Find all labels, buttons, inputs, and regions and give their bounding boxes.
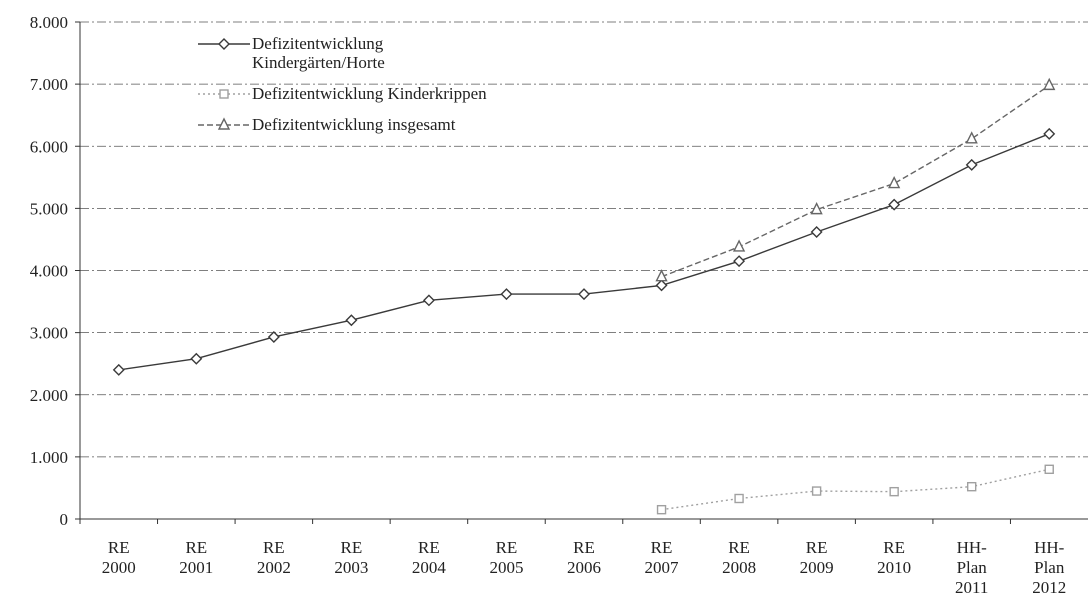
y-tick-label: 7.000 [30,75,68,94]
x-tick-line: 2006 [567,558,601,577]
legend-swatch [198,38,250,50]
x-tick-label: RE 2005 [489,538,523,577]
x-tick-line: 2003 [334,558,368,577]
marker [1043,127,1056,140]
marker [810,225,823,238]
x-tick-line: Plan [957,558,988,577]
marker [888,175,901,189]
x-tick-line: 2004 [412,558,447,577]
marker [219,89,229,99]
x-tick-label: RE 2004 [412,538,447,577]
marker [810,202,823,215]
line [661,468,1050,511]
x-tick-line: HH- [1034,538,1065,557]
x-tick-line: RE [418,538,440,557]
x-tick-label: RE 2008 [722,538,756,577]
marker [1043,77,1056,91]
marker [655,269,668,282]
marker [811,486,822,496]
x-tick-label: RE 2007 [645,538,680,577]
marker [218,38,230,50]
x-tick-line: 2005 [489,558,523,577]
x-tick-label: RE 2000 [102,538,136,577]
x-tick-line: RE [185,538,207,557]
x-tick-label: RE 2006 [567,538,601,577]
marker [732,239,746,252]
x-tick-line: 2000 [102,558,136,577]
marker [889,486,899,497]
x-tick-line: RE [651,538,673,557]
legend-item: Defizitentwicklung Kindergärten/Horte [196,34,507,72]
marker [190,352,203,365]
legend-swatch [198,117,250,130]
x-tick-line: 2002 [257,558,291,577]
legend-label: Defizitentwicklung Kinderkrippen [252,84,487,103]
x-tick-label: RE 2001 [179,538,213,577]
x-tick-line: 2011 [955,578,988,597]
x-tick-line: 2009 [800,558,834,577]
marker [1044,464,1054,474]
marker [965,131,978,144]
legend: Defizitentwicklung Kindergärten/Horte Def… [196,34,507,146]
marker [345,314,358,327]
legend-label: Defizitentwicklung insgesamt [252,115,456,134]
marker [217,117,231,130]
x-tick-line: 2012 [1032,578,1066,597]
y-tick-label: 6.000 [30,137,68,156]
marker [966,481,977,492]
y-tick-label: 3.000 [30,324,68,343]
marker [734,493,744,504]
x-tick-line: RE [108,538,130,557]
marker [422,294,435,307]
marker [888,198,901,211]
marker [965,158,978,171]
x-tick-line: RE [496,538,518,557]
legend-item: Defizitentwicklung Kinderkrippen [196,84,507,103]
legend-swatch [198,89,250,99]
marker [655,279,668,292]
y-tick-label: 0 [60,510,69,529]
y-tick-label: 5.000 [30,199,68,218]
y-tick-label: 2.000 [30,386,68,405]
x-tick-line: 2001 [179,558,213,577]
x-tick-line: 2008 [722,558,756,577]
legend-item: Defizitentwicklung insgesamt [196,115,507,134]
marker [656,504,667,515]
y-tick-label: 8.000 [30,13,68,32]
x-tick-label: RE 2010 [877,538,911,577]
x-tick-line: RE [883,538,905,557]
y-tick-label: 1.000 [30,448,68,467]
x-tick-line: RE [341,538,363,557]
x-tick-label: HH-Plan 2012 [1032,538,1066,597]
x-tick-line: RE [263,538,285,557]
x-tick-line: 2010 [877,558,911,577]
y-tick-label: 4.000 [30,262,68,281]
x-tick-line: RE [728,538,750,557]
x-tick-line: Plan [1034,558,1065,577]
x-tick-label: RE 2002 [257,538,291,577]
marker [733,255,746,268]
x-tick-line: RE [806,538,828,557]
x-tick-label: RE 2009 [800,538,834,577]
marker [267,330,280,343]
x-tick-label: RE 2003 [334,538,368,577]
x-tick-line: 2007 [645,558,680,577]
x-tick-line: HH- [957,538,988,557]
marker [578,288,590,301]
marker [112,363,125,376]
line [118,133,1050,371]
legend-label: Defizitentwicklung Kindergärten/Horte [252,34,385,72]
line [661,84,1050,278]
x-tick-line: RE [573,538,595,557]
x-tick-label: HH-Plan 2011 [955,538,988,597]
marker [500,288,513,301]
